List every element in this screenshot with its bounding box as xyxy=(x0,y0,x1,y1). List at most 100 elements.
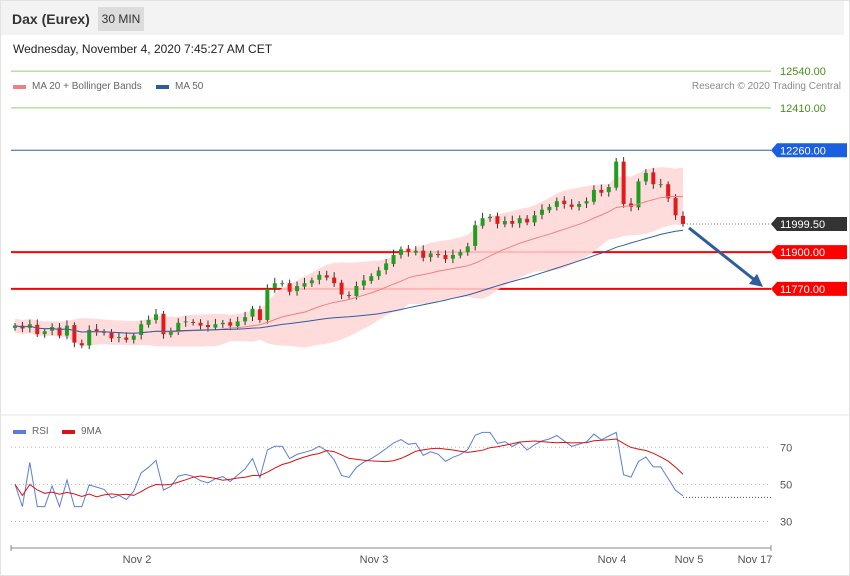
candle-body xyxy=(525,218,530,223)
copyright: Research © 2020 Trading Central xyxy=(691,81,841,92)
candle-body xyxy=(347,295,351,297)
candle-body xyxy=(539,209,544,215)
candle-body xyxy=(324,275,329,278)
candle-body xyxy=(257,309,262,320)
candle-body xyxy=(658,184,663,186)
legend-rsi-ma: 9MA xyxy=(62,426,102,437)
candle-body xyxy=(465,246,470,253)
rsi-ma-swatch xyxy=(62,429,75,434)
level-label-last: 11999.50 xyxy=(780,219,825,231)
candle-body xyxy=(384,263,389,270)
candle-body xyxy=(183,321,188,323)
candle-body xyxy=(94,329,99,332)
candle-body xyxy=(250,308,255,317)
candle-body xyxy=(265,288,270,320)
candle-body xyxy=(569,204,574,207)
rsi-ma-line xyxy=(14,438,684,498)
candle-body xyxy=(421,250,426,258)
level-label-box xyxy=(771,245,847,260)
candle-body xyxy=(228,322,233,326)
header-bar: Dax (Eurex) 30 MIN xyxy=(1,1,844,35)
candle-body xyxy=(317,274,322,280)
x-tick-label: Nov 17 xyxy=(738,554,773,566)
candle-body xyxy=(243,317,248,322)
candle-body xyxy=(562,200,567,205)
candles xyxy=(13,157,685,350)
candle-body xyxy=(413,250,418,253)
candle-body xyxy=(643,172,648,182)
candle-body xyxy=(614,161,619,188)
candle-body xyxy=(406,248,411,253)
legend-ma20: MA 20 + Bollinger Bands xyxy=(13,81,142,92)
level-label-pivot: 12260.00 xyxy=(780,145,826,157)
candle-body xyxy=(510,221,515,224)
candle-body xyxy=(681,215,685,224)
candle-body xyxy=(124,337,129,340)
level-label-box xyxy=(771,143,847,158)
candle-body xyxy=(302,283,307,287)
candle-body xyxy=(339,282,344,295)
level-label-box xyxy=(771,281,847,296)
candle-body xyxy=(606,187,611,193)
candle-body xyxy=(191,321,196,323)
candle-body xyxy=(213,324,218,328)
moving-averages xyxy=(14,195,684,334)
level-label-support: 11770.00 xyxy=(780,284,825,296)
candle-body xyxy=(369,276,374,281)
candle-body xyxy=(176,322,181,332)
candle-body xyxy=(547,206,552,211)
level-labels: 12540.00 12410.00 12260.00 11999.50 11900.00… xyxy=(771,66,847,296)
candle-body xyxy=(450,254,455,259)
candle-body xyxy=(57,327,62,336)
ma20-swatch xyxy=(13,84,26,89)
candle-body xyxy=(636,181,641,208)
candle-body xyxy=(443,254,448,260)
level-label-resistance: 12540.00 xyxy=(780,66,826,78)
candle-body xyxy=(621,161,626,205)
candle-body xyxy=(584,201,589,204)
level-label-box xyxy=(771,216,847,231)
candle-body xyxy=(332,277,337,284)
candle-body xyxy=(205,325,210,328)
ma50-label: MA 50 xyxy=(175,81,204,92)
candle-body xyxy=(361,280,366,286)
candle-body xyxy=(488,216,493,219)
candle-body xyxy=(64,325,69,336)
candle-body xyxy=(280,283,285,285)
candle-body xyxy=(473,225,478,246)
x-tick-label: Nov 3 xyxy=(360,554,389,566)
legend-rsi: RSI xyxy=(13,426,49,437)
rsi-label: RSI xyxy=(32,426,49,437)
candle-body xyxy=(458,252,463,256)
candle-body xyxy=(161,313,166,335)
ma50-swatch xyxy=(156,84,169,89)
forecast-arrow-shaft xyxy=(688,226,758,284)
candle-body xyxy=(629,203,634,207)
candle-body xyxy=(287,283,292,292)
candle-body xyxy=(495,216,500,224)
ma20-label: MA 20 + Bollinger Bands xyxy=(32,81,142,92)
candle-body xyxy=(42,331,47,335)
candle-body xyxy=(235,321,240,327)
rsi-swatch xyxy=(13,429,26,434)
forecast-arrow-head xyxy=(749,273,763,287)
ma50-line xyxy=(14,229,684,334)
candle-body xyxy=(139,324,144,335)
candle-body xyxy=(116,336,121,338)
candle-body xyxy=(428,253,433,258)
candle-body xyxy=(502,221,507,225)
candle-body xyxy=(87,329,92,346)
candle-body xyxy=(517,218,522,224)
rsi-tick-label: 50 xyxy=(780,479,792,491)
candle-body xyxy=(480,218,485,226)
candle-body xyxy=(354,286,359,296)
candle-body xyxy=(13,325,17,328)
forecast-arrow xyxy=(688,226,763,287)
interval-button[interactable]: 30 MIN xyxy=(98,7,144,31)
candle-body xyxy=(398,249,403,255)
level-label-support: 11900.00 xyxy=(780,247,825,259)
rsi-line xyxy=(14,431,684,509)
candle-body xyxy=(666,184,671,199)
candle-body xyxy=(554,201,559,207)
